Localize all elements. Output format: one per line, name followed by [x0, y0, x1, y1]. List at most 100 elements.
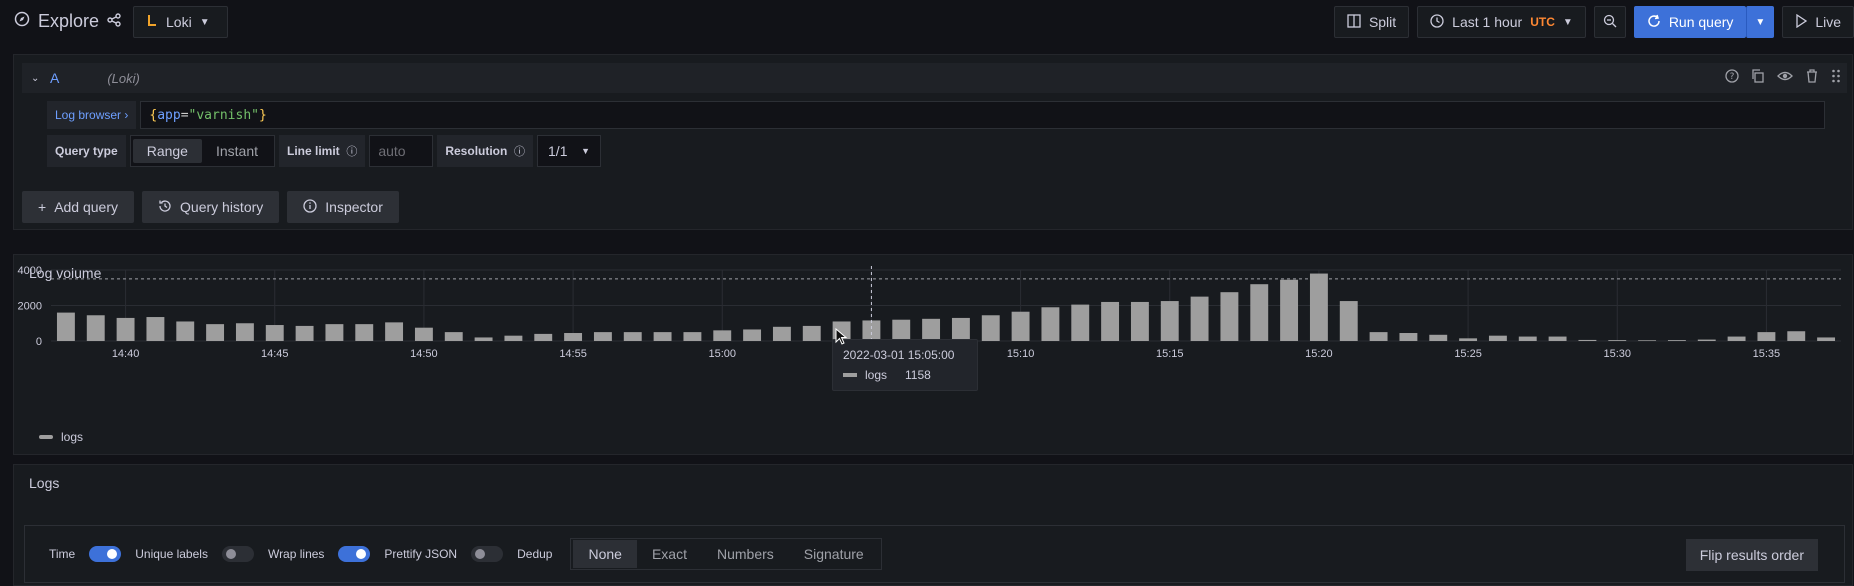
resolution-select[interactable]: 1/1 ▼	[537, 135, 602, 167]
log-browser-button[interactable]: Log browser ›	[47, 101, 137, 129]
live-button[interactable]: Live	[1782, 6, 1854, 38]
expr-label-value: "varnish"	[188, 107, 259, 123]
volume-bar[interactable]	[1817, 337, 1836, 341]
datasource-picker[interactable]: Loki ▼	[133, 6, 228, 38]
volume-bar[interactable]	[116, 317, 135, 341]
volume-bar[interactable]	[981, 315, 1000, 341]
trash-icon[interactable]	[1805, 69, 1819, 86]
volume-bar[interactable]	[355, 324, 374, 341]
volume-bar[interactable]	[653, 332, 672, 341]
volume-bar[interactable]	[1667, 340, 1686, 341]
chart-legend[interactable]: logs	[39, 430, 83, 444]
dedup-numbers[interactable]: Numbers	[716, 546, 774, 562]
duplicate-icon[interactable]	[1751, 69, 1765, 86]
volume-bar[interactable]	[713, 330, 732, 341]
volume-bar[interactable]	[892, 319, 911, 341]
time-range-picker[interactable]: Last 1 hour UTC ▼	[1417, 6, 1586, 38]
add-query-button[interactable]: + Add query	[22, 191, 135, 223]
volume-bar[interactable]	[86, 315, 105, 341]
dedup-signature[interactable]: Signature	[803, 546, 864, 562]
volume-bar[interactable]	[1638, 340, 1657, 341]
dedup-exact[interactable]: Exact	[651, 546, 687, 562]
mouse-cursor-icon	[835, 327, 848, 349]
inspector-button[interactable]: Inspector	[287, 191, 399, 223]
query-type-range[interactable]: Range	[132, 139, 202, 163]
volume-bar[interactable]	[1309, 273, 1328, 341]
run-query-dropdown[interactable]: ▼	[1746, 6, 1775, 38]
volume-bar[interactable]	[1757, 332, 1776, 341]
volume-bar[interactable]	[743, 329, 762, 341]
volume-bar[interactable]	[474, 337, 493, 341]
share-icon[interactable]	[107, 11, 121, 32]
volume-bar[interactable]	[534, 333, 553, 341]
volume-bar[interactable]	[235, 323, 254, 341]
drag-handle-icon[interactable]	[1831, 69, 1841, 86]
volume-bar[interactable]	[1190, 296, 1209, 341]
query-type-instant[interactable]: Instant	[215, 143, 258, 159]
volume-bar[interactable]	[623, 332, 642, 341]
volume-bar[interactable]	[414, 327, 433, 341]
volume-bar[interactable]	[1011, 311, 1030, 341]
volume-bar[interactable]	[504, 335, 523, 341]
expr-close-brace: }	[258, 107, 267, 123]
run-query-button[interactable]: Run query	[1633, 6, 1747, 38]
volume-bar[interactable]	[1488, 335, 1507, 341]
volume-bar[interactable]	[1399, 333, 1418, 341]
zoom-out-button[interactable]	[1593, 6, 1626, 38]
line-limit-placeholder: auto	[378, 143, 406, 159]
wrap-lines-toggle[interactable]	[338, 546, 371, 562]
volume-bar[interactable]	[1280, 279, 1299, 341]
volume-bar[interactable]	[444, 332, 463, 341]
volume-bar[interactable]	[1727, 336, 1746, 341]
info-icon[interactable]: ⓘ	[514, 146, 526, 158]
volume-bar[interactable]	[206, 324, 225, 341]
volume-bar[interactable]	[1250, 284, 1269, 341]
volume-bar[interactable]	[564, 333, 583, 341]
volume-bar[interactable]	[1578, 339, 1597, 341]
line-limit-input[interactable]: auto	[369, 135, 434, 167]
eye-icon[interactable]	[1777, 69, 1793, 86]
volume-bar[interactable]	[1697, 339, 1716, 341]
volume-bar[interactable]	[1220, 292, 1239, 341]
volume-bar[interactable]	[1548, 336, 1567, 341]
help-icon[interactable]: ?	[1725, 69, 1739, 86]
unique-labels-toggle[interactable]	[221, 546, 254, 562]
volume-bar[interactable]	[1429, 334, 1448, 341]
query-row-header: ⌄ A (Loki) ?	[22, 63, 1847, 93]
volume-bar[interactable]	[385, 322, 404, 341]
info-icon[interactable]: ⓘ	[346, 146, 358, 158]
volume-bar[interactable]	[593, 332, 612, 341]
volume-bar[interactable]	[1339, 301, 1358, 341]
volume-bar[interactable]	[1101, 301, 1120, 341]
volume-bar[interactable]	[1369, 332, 1388, 341]
query-ref-label[interactable]: A	[50, 70, 60, 86]
volume-bar[interactable]	[176, 321, 195, 341]
volume-bar[interactable]	[1518, 336, 1537, 341]
volume-bar[interactable]	[1130, 301, 1149, 341]
volume-bar[interactable]	[1160, 301, 1179, 341]
volume-bar[interactable]	[295, 325, 314, 341]
volume-bar[interactable]	[683, 332, 702, 341]
volume-bar[interactable]	[802, 325, 821, 341]
volume-bar[interactable]	[146, 317, 165, 341]
volume-bar[interactable]	[1787, 331, 1806, 341]
volume-bar[interactable]	[325, 324, 344, 341]
volume-bar[interactable]	[1071, 304, 1090, 341]
query-expression-input[interactable]: {app = "varnish"}	[140, 101, 1826, 129]
query-history-button[interactable]: Query history	[142, 191, 280, 223]
time-toggle[interactable]	[89, 546, 122, 562]
collapse-chevron-icon[interactable]: ⌄	[31, 72, 40, 84]
flip-results-order-button[interactable]: Flip results order	[1685, 539, 1818, 571]
volume-bar[interactable]	[1041, 307, 1060, 341]
volume-bar[interactable]	[922, 318, 941, 341]
volume-bar[interactable]	[56, 312, 75, 341]
volume-bar[interactable]	[1608, 340, 1627, 341]
volume-bar[interactable]	[1459, 338, 1478, 341]
volume-bar[interactable]	[772, 326, 791, 341]
volume-bar[interactable]	[265, 325, 284, 341]
volume-bar[interactable]	[951, 317, 970, 341]
dedup-none[interactable]: None	[573, 540, 637, 568]
prettify-json-toggle[interactable]	[471, 546, 504, 562]
split-button[interactable]: Split	[1333, 6, 1410, 38]
volume-bar[interactable]	[862, 320, 881, 341]
